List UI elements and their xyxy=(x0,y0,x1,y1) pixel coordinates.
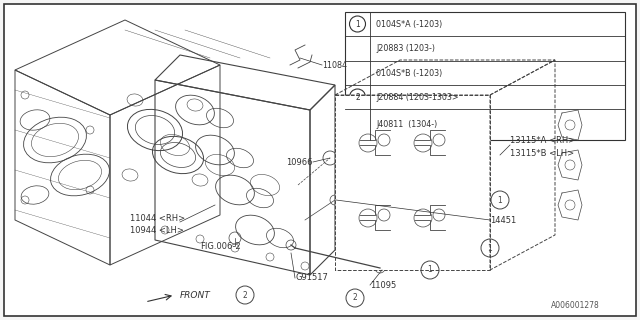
Text: 1: 1 xyxy=(428,266,433,275)
Text: 10966: 10966 xyxy=(287,157,313,166)
Text: 13115*B <LH>: 13115*B <LH> xyxy=(510,148,574,157)
Text: 0104S*B (-1203): 0104S*B (-1203) xyxy=(376,68,442,77)
Text: 2: 2 xyxy=(355,92,360,101)
Text: 10944 <LH>: 10944 <LH> xyxy=(130,226,184,235)
Text: J20884 (1203-1303>: J20884 (1203-1303> xyxy=(376,92,459,101)
Text: FRONT: FRONT xyxy=(180,291,211,300)
Text: 11095: 11095 xyxy=(370,281,396,290)
Text: 14451: 14451 xyxy=(490,215,516,225)
Text: 2: 2 xyxy=(353,293,357,302)
Text: 1: 1 xyxy=(355,20,360,28)
Text: 2: 2 xyxy=(243,291,248,300)
Bar xyxy=(345,12,625,140)
Text: 1: 1 xyxy=(488,244,492,252)
Text: J40811  (1304-): J40811 (1304-) xyxy=(376,120,437,129)
Text: 13115*A <RH>: 13115*A <RH> xyxy=(510,135,575,145)
Text: J20883 (1203-): J20883 (1203-) xyxy=(376,44,435,53)
Text: 0104S*A (-1203): 0104S*A (-1203) xyxy=(376,20,442,28)
Text: G91517: G91517 xyxy=(295,274,328,283)
Bar xyxy=(335,95,490,270)
Text: 1: 1 xyxy=(498,196,502,204)
Text: 11044 <RH>: 11044 <RH> xyxy=(130,213,185,222)
Text: A006001278: A006001278 xyxy=(551,301,600,310)
Text: FIG.006-2: FIG.006-2 xyxy=(200,242,241,251)
Text: 11084: 11084 xyxy=(322,60,347,69)
